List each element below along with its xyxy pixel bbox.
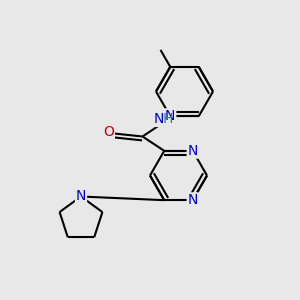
Text: H: H: [163, 112, 173, 126]
Text: N: N: [188, 193, 198, 207]
Text: O: O: [103, 125, 114, 139]
Text: N: N: [165, 109, 175, 123]
Text: N: N: [154, 112, 164, 126]
Text: N: N: [76, 190, 86, 203]
Text: N: N: [188, 144, 198, 158]
